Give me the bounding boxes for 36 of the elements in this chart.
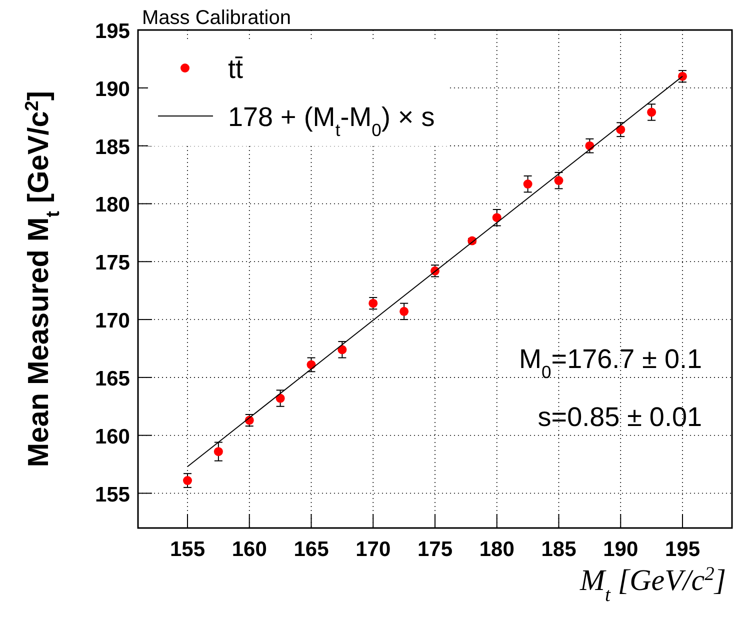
x-tick-label: 175 <box>417 538 453 561</box>
point <box>214 447 223 456</box>
y-tick-label: 165 <box>94 367 130 390</box>
x-tick-label: 165 <box>294 538 330 561</box>
y-tick-label: 155 <box>94 483 130 506</box>
y-tick-label: 195 <box>94 20 130 43</box>
point <box>368 298 378 308</box>
point <box>616 125 626 134</box>
x-tick-label: 180 <box>479 538 514 561</box>
point <box>492 213 502 222</box>
y-tick-label: 160 <box>94 425 130 448</box>
x-tick-label: 160 <box>232 538 267 561</box>
y-tick-label: 180 <box>94 194 130 217</box>
x-tick-label: 155 <box>170 538 206 561</box>
x-tick-label: 195 <box>664 538 700 561</box>
x-tick-label: 170 <box>356 538 391 561</box>
point <box>338 345 347 354</box>
y-tick-label: 170 <box>94 310 130 333</box>
point <box>183 476 192 486</box>
y-tick-label: 185 <box>94 136 130 159</box>
annotation: s=0.85 ± 0.01 <box>538 402 702 432</box>
y-tick-label: 175 <box>94 252 130 275</box>
y-tick-label: 190 <box>94 78 130 101</box>
point <box>400 306 409 316</box>
point <box>647 108 656 117</box>
x-axis-title: M$_{t}$ [GeV/c$^{2}$] <box>579 564 726 606</box>
legend-label: 178 + (M$_{t}$-M$_{0}$) × s <box>228 102 435 140</box>
point <box>276 394 285 403</box>
legend-label: tt̄ <box>228 54 244 84</box>
point <box>678 72 687 81</box>
annotation: M$_{0}$=176.7 ± 0.1 <box>519 344 702 382</box>
x-tick-label: 190 <box>603 538 638 561</box>
x-tick-label: 185 <box>541 538 577 561</box>
point <box>554 176 564 186</box>
chart-title: Mass Calibration <box>142 7 291 29</box>
point <box>523 180 532 189</box>
